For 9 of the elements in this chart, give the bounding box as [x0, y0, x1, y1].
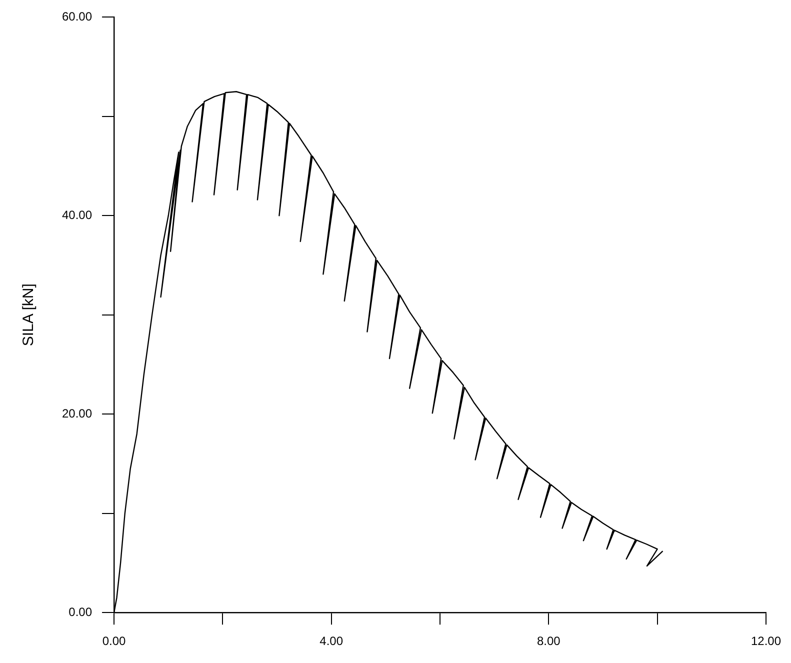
y-axis-title: SILA [kN]	[20, 284, 38, 346]
y-tick-label: 60.00	[62, 10, 92, 24]
y-tick-label: 20.00	[62, 406, 92, 420]
x-tick-label: 8.00	[536, 634, 561, 648]
x-tick-label: 0.00	[102, 634, 126, 648]
y-tick-label: 0.00	[68, 604, 92, 619]
x-tick-label: 12.00	[750, 634, 782, 648]
x-tick-label: 4.00	[320, 634, 344, 648]
y-tick-label: 40.00	[62, 208, 92, 222]
